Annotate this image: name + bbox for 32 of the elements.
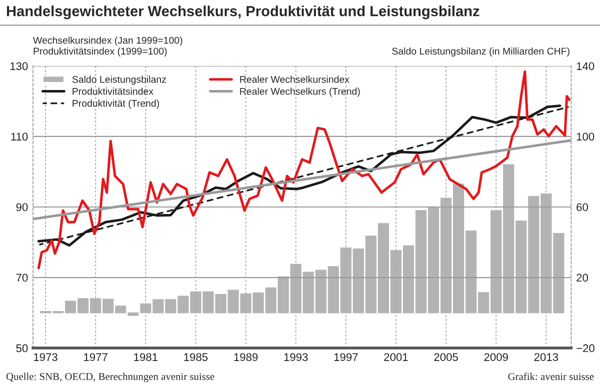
legend-label: Produktivität (Trend)	[72, 100, 159, 109]
y-tick-label: 110	[11, 132, 28, 141]
y-axis-title: Wechselkursindex (Jan 1999=100) Produktivitätsindex (1999=100)	[33, 36, 182, 56]
x-tick-label: 1997	[334, 353, 358, 362]
y2-tick-label: −20	[576, 344, 594, 352]
x-tick-label: 2013	[534, 353, 558, 362]
legend-label: Realer Wechselkurs (Trend)	[240, 88, 360, 97]
source-note: Quelle: SNB, OECD, Berechnungen avenir suisse	[6, 372, 214, 382]
y2-tick-label: 60	[576, 203, 588, 212]
x-tick-label: 2009	[484, 353, 508, 362]
text: Grafik: avenir suisse	[508, 372, 594, 380]
y2-tick-label: 20	[576, 274, 588, 282]
x-tick-label: 2001	[384, 353, 408, 362]
y2-tick-label: 140	[576, 62, 594, 70]
legend-label: Realer Wechselkursindex	[240, 76, 350, 83]
x-tick-label: 2005	[434, 353, 458, 362]
x-tick-label: 1977	[84, 353, 108, 362]
x-tick-label: 1973	[34, 353, 58, 362]
legend-label: Produktivitätsindex	[72, 88, 154, 95]
y-tick-label: 70	[16, 274, 28, 282]
chart-title: Handelsgewichteter Wechselkurs, Produktivität und Leistungsbilanz	[6, 6, 480, 20]
legend-label: Saldo Leistungsbilanz	[72, 76, 166, 85]
y2-axis-title: Saldo Leistungsbilanz (in Milliarden CHF)	[392, 47, 570, 57]
x-tick-label: 1989	[234, 353, 258, 362]
y-tick-label: 90	[16, 203, 28, 212]
x-tick-label: 1993	[284, 353, 308, 362]
x-tick-label: 1985	[184, 353, 208, 362]
y-tick-label: 50	[16, 344, 28, 352]
y-tick-label: 130	[10, 62, 28, 70]
line-series	[37, 70, 571, 270]
x-tick-label: 1981	[134, 353, 158, 362]
y2-tick-label: 100	[576, 132, 594, 141]
